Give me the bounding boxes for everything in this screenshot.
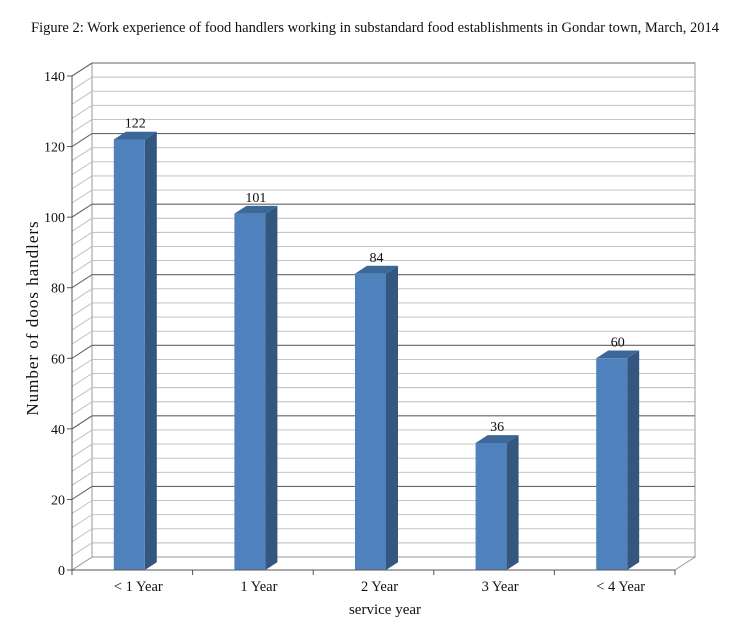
- bar-side: [627, 350, 640, 570]
- minor-gridline: [71, 246, 695, 260]
- major-gridline: [71, 62, 695, 77]
- x-tick-label: < 4 Year: [596, 579, 645, 595]
- minor-gridline: [71, 76, 695, 91]
- y-tick-label: 120: [44, 141, 65, 156]
- bar: 60: [596, 335, 640, 570]
- data-label: 84: [370, 251, 384, 266]
- minor-gridline: [71, 260, 695, 274]
- y-tick-label: 20: [51, 493, 65, 508]
- x-tick-label: 1 Year: [240, 579, 277, 595]
- side-wall: [71, 62, 93, 571]
- y-tick-label: 40: [51, 423, 65, 438]
- x-axis: < 1 Year 1 Year 2 Year 3 Year < 4 Year: [71, 569, 676, 595]
- minor-gridline: [71, 231, 695, 246]
- bar-front: [596, 358, 628, 570]
- major-gridline: [71, 344, 695, 359]
- figure-title: Figure 2: Work experience of food handle…: [31, 20, 719, 36]
- x-tick-label: < 1 Year: [114, 579, 163, 595]
- minor-gridline: [71, 147, 695, 162]
- minor-gridline: [71, 373, 695, 387]
- y-tick-label: 0: [58, 564, 65, 579]
- major-gridline: [71, 415, 695, 430]
- bar-front: [234, 213, 266, 570]
- minor-gridline: [71, 302, 695, 317]
- minor-gridline: [71, 429, 695, 444]
- x-tick-label: 3 Year: [482, 579, 519, 595]
- major-gridline: [71, 203, 695, 218]
- minor-gridline: [71, 387, 695, 402]
- x-axis-title: service year: [349, 602, 421, 618]
- bar: 36: [475, 420, 519, 570]
- bars: 122 101 84 36 60: [113, 117, 640, 571]
- y-tick-label: 60: [51, 352, 65, 367]
- data-label: 36: [490, 420, 504, 435]
- y-axis-title: Number of doos handlers: [23, 220, 42, 415]
- minor-gridline: [71, 189, 695, 204]
- major-gridline: [71, 274, 695, 289]
- minor-gridline: [71, 104, 695, 119]
- bar-top: [113, 131, 157, 140]
- bar-side: [265, 205, 278, 571]
- bar-top: [234, 205, 278, 214]
- minor-gridline: [71, 358, 695, 373]
- y-tick-label: 100: [44, 211, 65, 226]
- bar-front: [113, 139, 145, 570]
- y-tick-label: 80: [51, 282, 65, 297]
- minor-gridline: [71, 217, 695, 232]
- minor-gridline: [71, 330, 695, 345]
- bar-side: [506, 435, 519, 570]
- bar: 122: [113, 117, 157, 570]
- bar-top: [475, 435, 519, 443]
- bar: 101: [234, 191, 278, 571]
- minor-gridline: [71, 316, 695, 331]
- bar-front: [355, 273, 386, 570]
- bar-top: [596, 350, 640, 359]
- data-label: 122: [125, 117, 146, 132]
- minor-gridline: [71, 401, 695, 416]
- data-label: 60: [611, 335, 625, 350]
- y-axis: 0 20 40 60 80 100 120 140: [44, 70, 73, 579]
- x-tick-label: 2 Year: [361, 579, 398, 595]
- y-tick-label: 140: [44, 70, 65, 85]
- bar-side: [386, 265, 398, 570]
- minor-gridline: [71, 288, 695, 303]
- bar-side: [144, 131, 157, 570]
- minor-gridline: [71, 161, 695, 176]
- data-label: 101: [245, 191, 266, 206]
- minor-gridline: [71, 119, 695, 133]
- bar-front: [475, 442, 507, 570]
- minor-gridline: [71, 175, 695, 190]
- bar: 84: [355, 251, 398, 570]
- major-gridline: [71, 133, 695, 148]
- bar-top: [355, 265, 398, 274]
- minor-gridline: [71, 90, 695, 105]
